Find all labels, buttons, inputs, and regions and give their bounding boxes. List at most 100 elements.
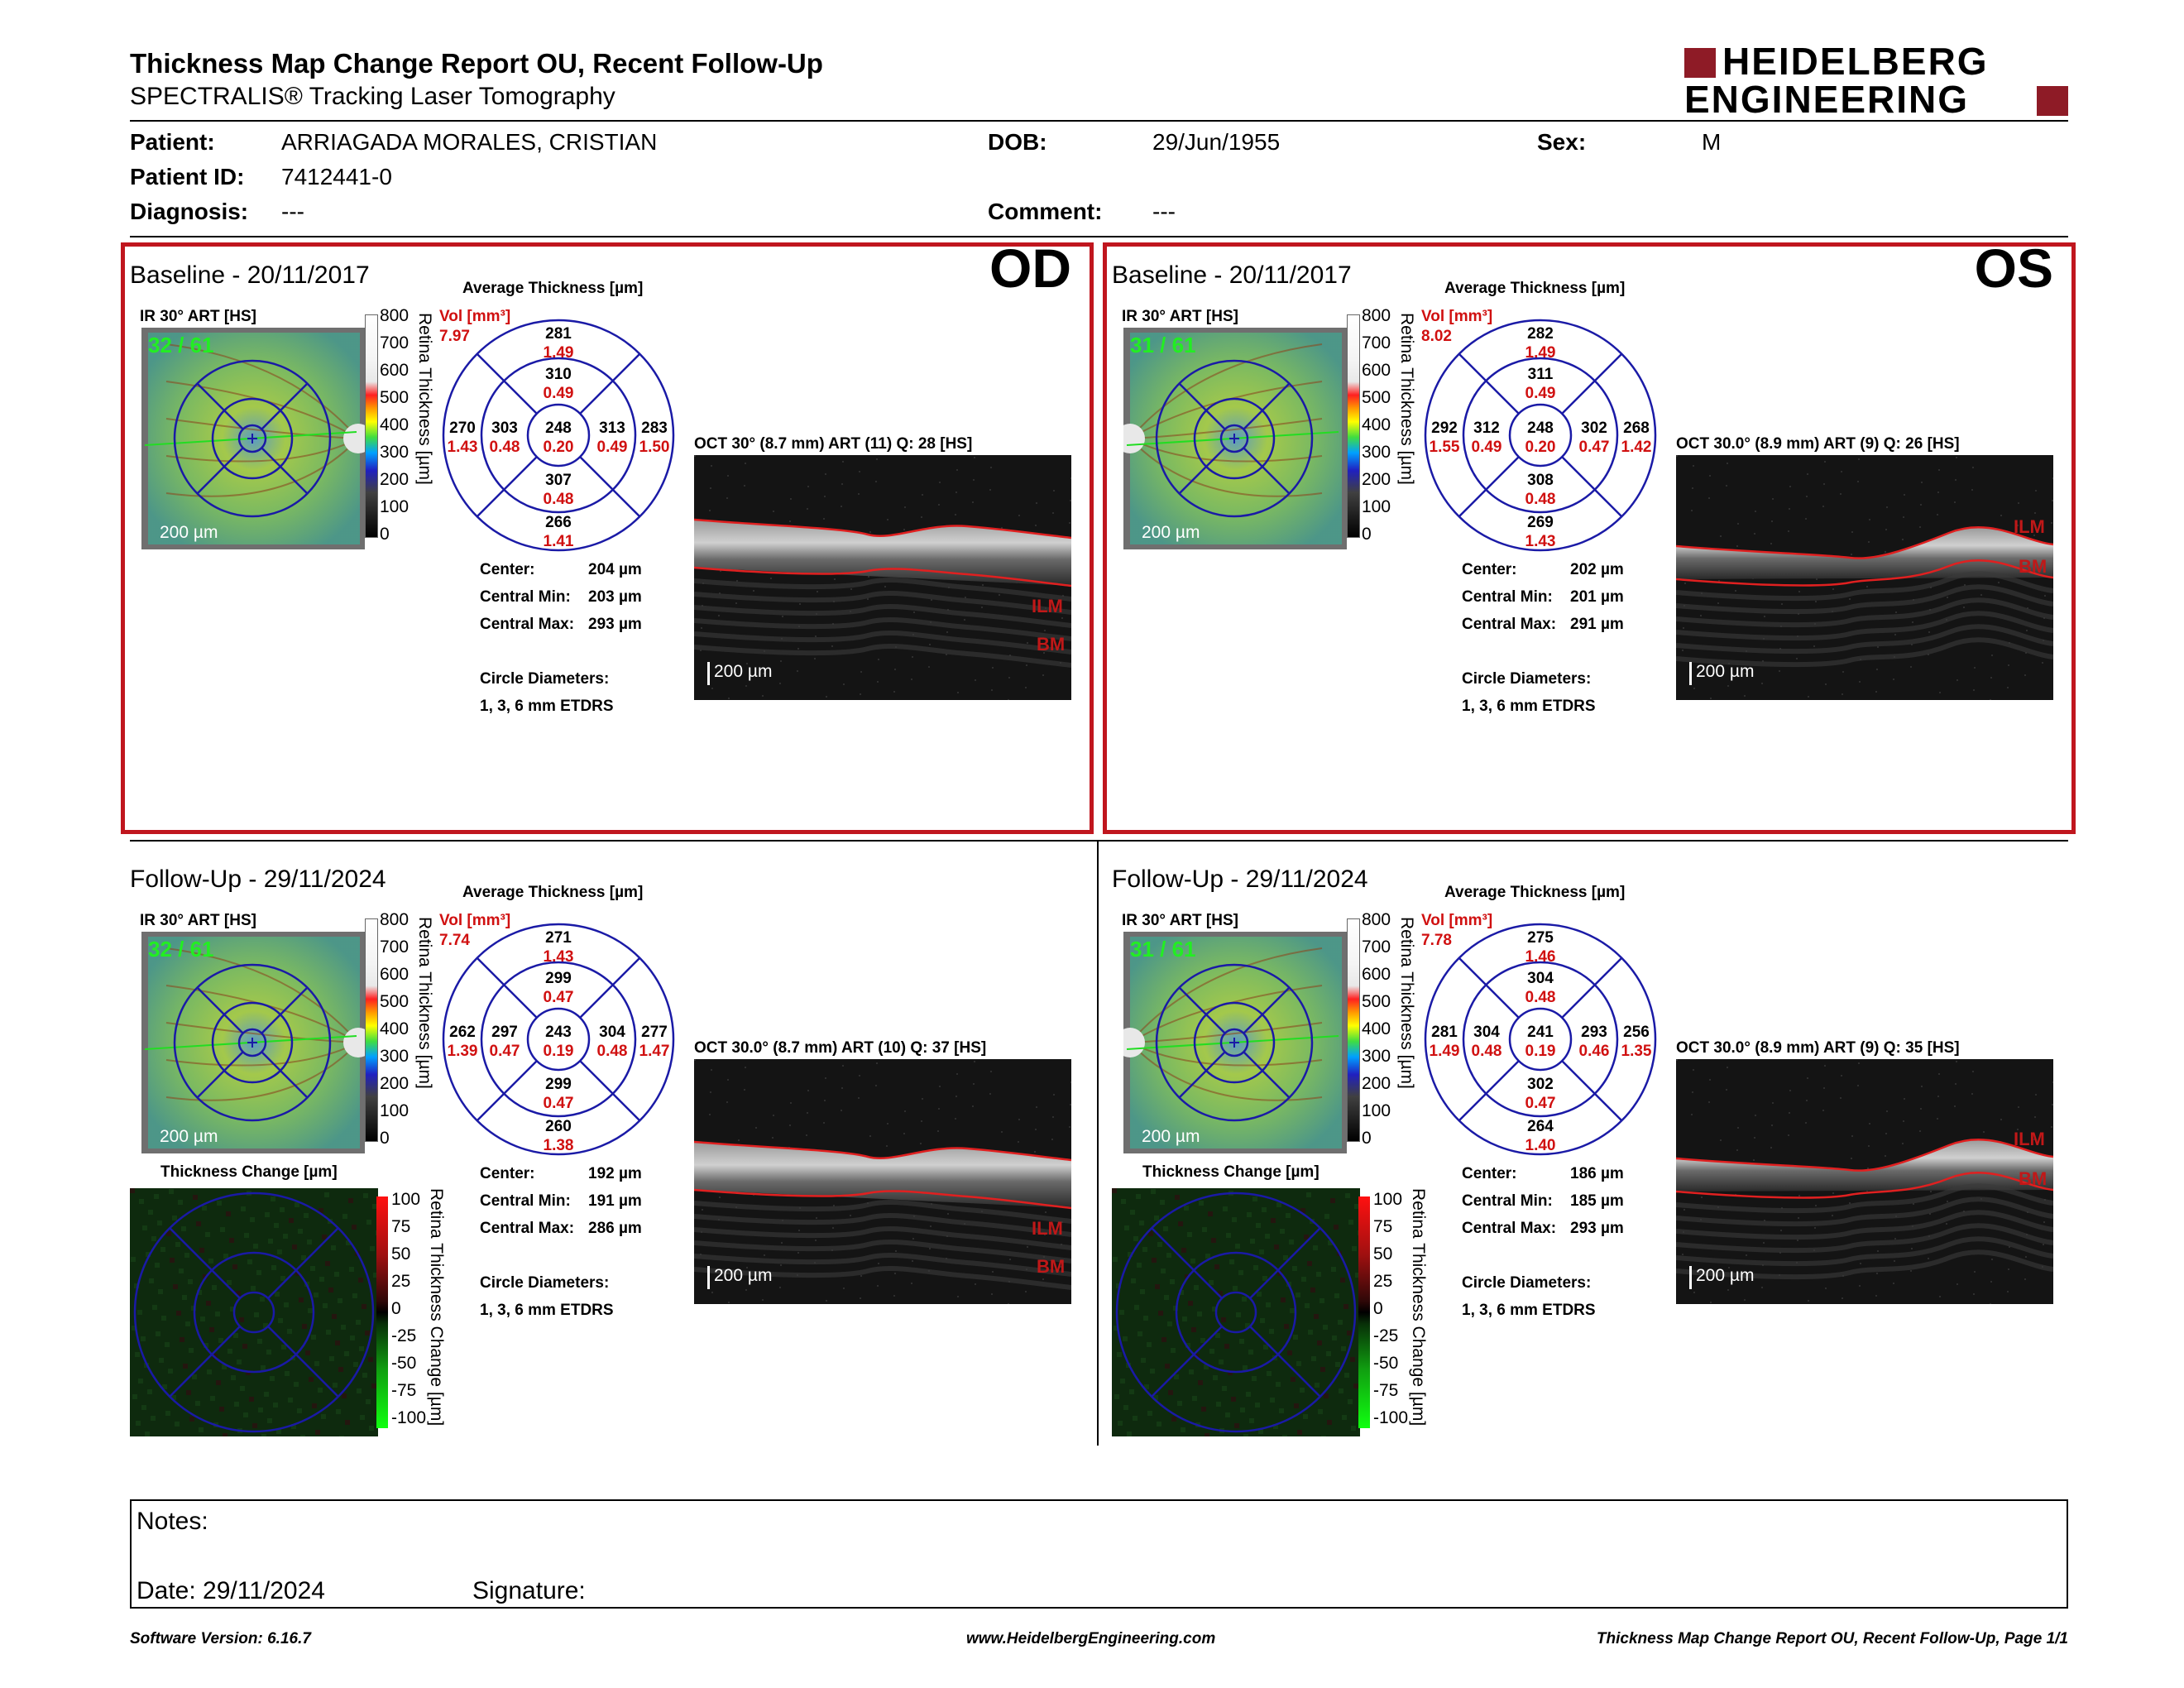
comment-label: Comment: bbox=[988, 199, 1103, 224]
ilm-label: ILM bbox=[2014, 1129, 2045, 1149]
sector-inner-inferior-thickness: 307 bbox=[545, 472, 572, 489]
colorbar-tick: 600 bbox=[380, 361, 410, 380]
sector-outer-right-volume: 1.50 bbox=[639, 439, 670, 456]
ir-scale-label: 200 µm bbox=[160, 1127, 218, 1146]
etdrs-grid-diagram bbox=[1424, 319, 1657, 552]
sector-inner-superior-thickness: 299 bbox=[545, 970, 572, 987]
eye-label: OD bbox=[989, 237, 1071, 299]
sector-center: 248 0.20 bbox=[534, 419, 583, 457]
notes-date: Date: 29/11/2024 bbox=[136, 1577, 325, 1604]
dob-label: DOB: bbox=[988, 129, 1047, 155]
colorbar-tick: 400 bbox=[380, 415, 410, 434]
oct-bscan-image: ILM BM 200 µm bbox=[694, 1059, 1071, 1304]
ir-label: IR 30° ART [HS] bbox=[140, 912, 256, 929]
thickness-change-map bbox=[1112, 1188, 1363, 1441]
colorbar-tick: 700 bbox=[1362, 333, 1391, 352]
change-tick: -25 bbox=[391, 1326, 417, 1345]
sector-outer-left-thickness: 262 bbox=[449, 1024, 476, 1041]
sector-outer-right: 283 1.50 bbox=[630, 419, 679, 457]
sex-value: M bbox=[1702, 129, 1722, 155]
sector-inner-right-thickness: 304 bbox=[599, 1024, 625, 1041]
sector-center-thickness: 248 bbox=[545, 420, 572, 437]
colorbar-tick: 200 bbox=[380, 1074, 410, 1093]
sector-outer-superior-volume: 1.43 bbox=[543, 948, 574, 966]
colorbar-tick: 100 bbox=[1362, 1101, 1391, 1120]
sector-outer-inferior-thickness: 269 bbox=[1527, 514, 1554, 531]
sector-inner-superior: 311 0.49 bbox=[1516, 365, 1565, 403]
sector-outer-inferior-volume: 1.41 bbox=[543, 533, 574, 550]
sector-center-thickness: 243 bbox=[545, 1024, 572, 1041]
change-tick: 25 bbox=[391, 1272, 411, 1291]
oct-scan-label: OCT 30.0° (8.9 mm) ART (9) Q: 35 [HS] bbox=[1676, 1039, 1960, 1057]
sector-inner-left-volume: 0.47 bbox=[489, 1043, 520, 1060]
central-max-label: Central Max: bbox=[1462, 1220, 1557, 1237]
website-link[interactable]: www.HeidelbergEngineering.com bbox=[966, 1630, 1216, 1647]
notes-box[interactable]: Notes: Date: 29/11/2024 Signature: bbox=[130, 1499, 2068, 1609]
thickness-colorbar bbox=[1347, 918, 1360, 1142]
sector-inner-superior: 299 0.47 bbox=[534, 969, 583, 1007]
colorbar-tick: 300 bbox=[380, 443, 410, 462]
sector-outer-inferior-volume: 1.40 bbox=[1525, 1137, 1556, 1154]
sector-outer-inferior-thickness: 260 bbox=[545, 1118, 572, 1135]
volume-label: Vol [mm³] bbox=[439, 308, 511, 325]
sector-inner-superior-volume: 0.49 bbox=[1525, 385, 1556, 402]
sector-outer-left-volume: 1.39 bbox=[447, 1043, 478, 1060]
sector-outer-inferior-volume: 1.43 bbox=[1525, 533, 1556, 550]
colorbar-tick: 400 bbox=[1362, 1019, 1391, 1038]
sector-outer-right-thickness: 277 bbox=[641, 1024, 668, 1041]
ilm-label: ILM bbox=[1032, 1218, 1063, 1239]
sector-outer-inferior: 260 1.38 bbox=[534, 1117, 583, 1155]
colorbar-tick: 100 bbox=[380, 1101, 410, 1120]
change-tick: 50 bbox=[1373, 1244, 1393, 1264]
sector-inner-right-volume: 0.47 bbox=[1578, 439, 1610, 456]
change-tick: 100 bbox=[1373, 1190, 1403, 1209]
sector-outer-left-volume: 1.43 bbox=[447, 439, 478, 456]
change-tick: -25 bbox=[1373, 1326, 1399, 1345]
sector-outer-superior: 275 1.46 bbox=[1516, 928, 1565, 966]
os-base-panel: Baseline - 20/11/2017 OS IR 30° ART [HS] 31… bbox=[1112, 237, 2071, 844]
change-tick: 100 bbox=[391, 1190, 421, 1209]
sex-label: Sex: bbox=[1537, 129, 1587, 155]
od-baseline-frame bbox=[121, 242, 1094, 834]
colorbar-tick: 800 bbox=[380, 306, 410, 325]
change-tick: 75 bbox=[391, 1217, 411, 1236]
sector-inner-superior-volume: 0.49 bbox=[543, 385, 574, 402]
colorbar-tick: 300 bbox=[1362, 1047, 1391, 1066]
sector-outer-right-thickness: 268 bbox=[1623, 420, 1650, 437]
colorbar-tick: 300 bbox=[1362, 443, 1391, 462]
circle-diameters-label: Circle Diameters: bbox=[480, 1274, 610, 1292]
logo-line2: ENGINEERING bbox=[1684, 78, 1970, 121]
ir-fundus-image: 32 / 61 200 µm bbox=[141, 932, 365, 1153]
colorbar-tick: 700 bbox=[380, 333, 410, 352]
sector-inner-right-volume: 0.48 bbox=[596, 1043, 628, 1060]
central-min-label: Central Min: bbox=[480, 588, 571, 606]
colorbar-tick: 700 bbox=[380, 938, 410, 957]
colorbar-tick: 0 bbox=[1362, 1129, 1372, 1148]
oct-bscan-image: ILM BM 200 µm bbox=[1676, 1059, 2053, 1304]
change-tick: 50 bbox=[391, 1244, 411, 1264]
sector-outer-superior: 281 1.49 bbox=[534, 324, 583, 362]
patient-id: 7412441-0 bbox=[281, 164, 392, 189]
sector-center-volume: 0.19 bbox=[543, 1043, 574, 1060]
volume-label: Vol [mm³] bbox=[439, 912, 511, 929]
page-footer: Thickness Map Change Report OU, Recent F… bbox=[1596, 1630, 2068, 1647]
sector-outer-superior-thickness: 271 bbox=[545, 929, 572, 947]
ir-label: IR 30° ART [HS] bbox=[1122, 912, 1238, 929]
colorbar-tick: 700 bbox=[1362, 938, 1391, 957]
center-label: Center: bbox=[1462, 561, 1517, 578]
sector-outer-superior-volume: 1.46 bbox=[1525, 948, 1556, 966]
os-follow-panel: Follow-Up - 29/11/2024 IR 30° ART [HS] 31 … bbox=[1112, 852, 2071, 1448]
sector-inner-left-thickness: 303 bbox=[491, 420, 518, 437]
sector-inner-inferior: 302 0.47 bbox=[1516, 1075, 1565, 1113]
central-max-label: Central Max: bbox=[480, 1220, 575, 1237]
colorbar-axis-label: Retina Thickness [µm] bbox=[415, 313, 434, 485]
sector-inner-inferior-thickness: 299 bbox=[545, 1076, 572, 1093]
volume-total: 8.02 bbox=[1421, 328, 1452, 345]
sector-outer-right-volume: 1.35 bbox=[1621, 1043, 1652, 1060]
sector-outer-superior-volume: 1.49 bbox=[1525, 344, 1556, 362]
sector-center: 248 0.20 bbox=[1516, 419, 1565, 457]
sector-outer-right: 256 1.35 bbox=[1612, 1023, 1661, 1061]
circle-diameters-value: 1, 3, 6 mm ETDRS bbox=[1462, 1302, 1596, 1319]
sector-inner-superior-thickness: 304 bbox=[1527, 970, 1554, 987]
change-tick: -100 bbox=[391, 1408, 427, 1427]
